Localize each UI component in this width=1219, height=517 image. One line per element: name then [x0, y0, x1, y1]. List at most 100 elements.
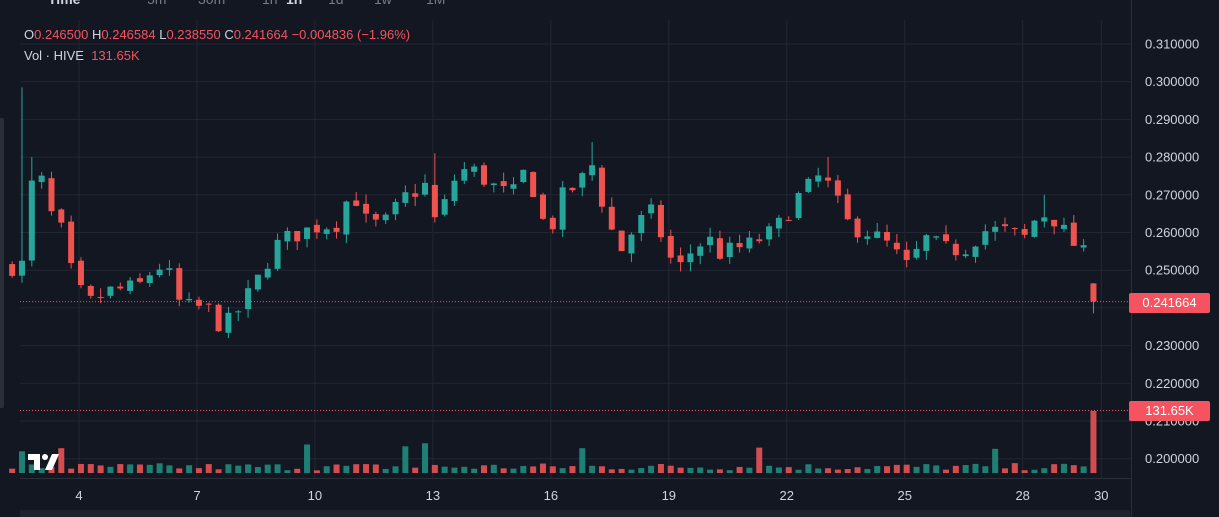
volume-bar: [343, 465, 350, 473]
candle-body: [962, 254, 969, 257]
time-tick-label: 13: [426, 488, 440, 503]
volume-bar: [815, 468, 822, 473]
candle-body: [1060, 224, 1067, 229]
candle-body: [1070, 222, 1077, 246]
candle-body: [726, 242, 733, 258]
open-value: 0.246500: [34, 27, 89, 42]
volume-bar: [353, 464, 360, 473]
volume-bar: [707, 469, 714, 473]
timeframe-tab[interactable]: 1h: [286, 0, 302, 7]
volume-legend: Vol · HIVE 131.65K: [24, 48, 140, 63]
volume-bar: [1041, 468, 1048, 473]
candle-body: [264, 268, 271, 278]
volume-bar: [68, 468, 75, 473]
candle-body: [205, 303, 212, 305]
volume-bar: [775, 467, 782, 473]
candle-body: [677, 255, 684, 263]
price-tick-label: 0.280000: [1145, 150, 1199, 165]
candle-body: [766, 226, 773, 240]
timeframe-tab[interactable]: 1M: [426, 0, 445, 7]
candle-body: [166, 268, 173, 270]
low-value: 0.238550: [166, 27, 221, 42]
candle-body: [402, 192, 409, 203]
volume-bar: [648, 465, 655, 473]
volume-bar: [726, 470, 733, 473]
volume-bar: [825, 468, 832, 473]
tradingview-logo-icon[interactable]: [28, 452, 66, 472]
candle-body: [1090, 283, 1097, 302]
volume-bar: [549, 466, 556, 473]
timeframe-tab[interactable]: 1d: [328, 0, 344, 7]
timeframe-tab[interactable]: 30m: [198, 0, 225, 7]
timeframe-tab[interactable]: Time: [48, 0, 80, 7]
volume-bar: [923, 464, 930, 473]
volume-bar: [313, 470, 320, 473]
volume-bar: [795, 469, 802, 473]
candle-body: [844, 194, 851, 220]
time-tick-label: 28: [1015, 488, 1029, 503]
candle-body: [392, 201, 399, 215]
candle-body: [805, 178, 812, 192]
volume-bar: [697, 467, 704, 473]
volume-bar: [372, 464, 379, 473]
volume-label: Vol · HIVE: [24, 48, 84, 63]
volume-bar: [864, 469, 871, 473]
time-tick-label: 10: [308, 488, 322, 503]
volume-bar: [382, 468, 389, 473]
timeframe-tab[interactable]: 1w: [374, 0, 392, 7]
volume-bar: [38, 468, 45, 473]
horizontal-scrollbar[interactable]: [20, 510, 1130, 517]
price-tick-label: 0.260000: [1145, 225, 1199, 240]
volume-bar: [97, 465, 104, 473]
volume-bar: [422, 443, 429, 473]
volume-bar: [933, 465, 940, 473]
change-value: −0.004836 (−1.96%): [291, 27, 411, 42]
candle-body: [38, 175, 45, 183]
volume-bar: [77, 463, 84, 473]
candle-body: [225, 312, 232, 333]
candle-body: [146, 275, 153, 284]
volume-bar: [166, 465, 173, 473]
volume-bar: [874, 465, 881, 473]
candle-body: [58, 209, 65, 223]
candle-body: [107, 286, 114, 296]
candle-body: [77, 260, 84, 286]
candle-body: [480, 165, 487, 185]
volume-bar: [48, 467, 55, 473]
candle-body: [923, 235, 930, 251]
volume-bar: [490, 464, 497, 473]
close-value: 0.241664: [233, 27, 288, 42]
volume-bar: [677, 467, 684, 473]
time-axis: 4 7 10 13 16 19 22 25 28 30: [20, 478, 1131, 503]
volume-bar: [1051, 464, 1058, 473]
candle-body: [736, 243, 743, 248]
candle-body: [697, 246, 704, 256]
volume-bar: [992, 448, 999, 473]
timeframe-tab[interactable]: 5m: [147, 0, 166, 7]
candle-body: [1031, 220, 1038, 237]
volume-bar: [18, 451, 25, 473]
candle-body: [441, 199, 448, 215]
candles: [9, 87, 1097, 339]
volume-bar: [284, 470, 291, 473]
volume-bar: [9, 468, 16, 473]
candle-body: [97, 297, 104, 299]
candle-body: [412, 193, 419, 197]
volume-bar: [1001, 468, 1008, 473]
timeframe-tab[interactable]: 1h: [262, 0, 278, 7]
volume-bar: [431, 464, 438, 473]
candle-body: [933, 236, 940, 238]
left-scroll-handle[interactable]: [0, 118, 4, 408]
candle-body: [235, 311, 242, 313]
candle-body: [982, 231, 989, 245]
candle-body: [136, 278, 143, 282]
volume-bar: [1021, 470, 1028, 473]
price-tick-label: 0.270000: [1145, 187, 1199, 202]
volume-bar: [884, 466, 891, 473]
volume-bar: [913, 466, 920, 473]
candle-body: [195, 299, 202, 306]
candle-body: [422, 182, 429, 195]
candle-body: [815, 175, 822, 182]
volume-bar: [1090, 411, 1097, 473]
